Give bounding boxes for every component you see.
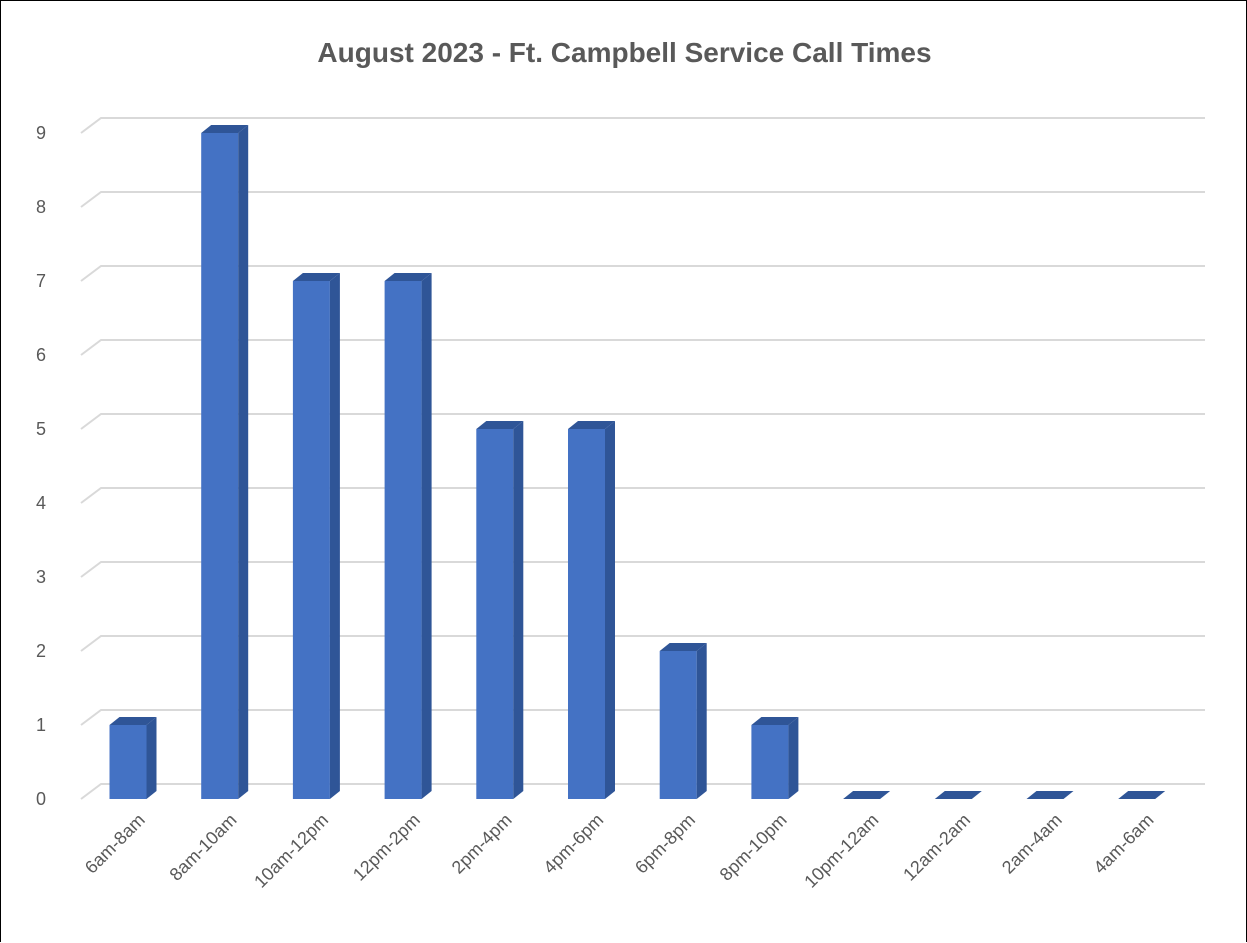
y-tick-label: 9: [36, 123, 46, 143]
bar-side: [146, 717, 157, 799]
x-tick-label: 10am-12pm: [250, 810, 332, 892]
y-tick-label: 0: [36, 789, 46, 809]
x-tick-label: 8am-10am: [166, 810, 241, 885]
x-tick-label: 6am-8am: [81, 810, 149, 878]
bar-top: [568, 421, 615, 429]
bar: [384, 273, 432, 799]
bar-top: [1026, 791, 1074, 799]
x-tick-label: 2am-4am: [998, 810, 1066, 878]
bar-top: [384, 273, 432, 281]
bar-top: [109, 717, 157, 725]
bar-front: [201, 133, 239, 799]
bar-side: [421, 273, 432, 799]
x-tick-label: 10pm-12am: [800, 810, 882, 892]
bar: [476, 421, 524, 799]
bar: [934, 791, 982, 799]
x-tick-label: 6pm-8pm: [631, 810, 699, 878]
bar-top: [934, 791, 982, 799]
bar: [843, 791, 891, 799]
y-tick-label: 5: [36, 419, 46, 439]
y-tick-label: 3: [36, 567, 46, 587]
gridline: [80, 117, 1205, 134]
bars: [109, 125, 1166, 799]
gridline: [80, 709, 1205, 726]
y-tick-label: 1: [36, 715, 46, 735]
x-tick-label: 8pm-10pm: [716, 810, 791, 885]
bar-front: [384, 281, 422, 799]
x-axis-ticks: 6am-8am 8am-10am 10am-12pm 12pm-2pm 2pm-4pm 4…: [81, 810, 1158, 892]
bar: [659, 643, 707, 799]
gridline: [80, 339, 1205, 356]
bar: [568, 421, 615, 799]
bar: [751, 717, 799, 799]
bar-front: [751, 725, 789, 799]
bar: [292, 273, 340, 799]
bar: [201, 125, 249, 799]
x-tick-label: 12am-2am: [899, 810, 974, 885]
bar-side: [513, 421, 524, 799]
bar-side: [696, 643, 707, 799]
y-tick-label: 6: [36, 345, 46, 365]
bar-top: [476, 421, 524, 429]
gridlines: [80, 117, 1205, 800]
bar-side: [238, 125, 249, 799]
gridline: [80, 561, 1205, 578]
x-tick-label: 4pm-6pm: [539, 810, 607, 878]
x-tick-label: 4am-6am: [1090, 810, 1158, 878]
gridline: [80, 487, 1205, 504]
bar-top: [843, 791, 891, 799]
y-tick-label: 8: [36, 197, 46, 217]
bar-front: [292, 281, 330, 799]
bar-side: [329, 273, 340, 799]
bar-top: [292, 273, 340, 281]
bar-top: [201, 125, 249, 133]
bar-top: [751, 717, 799, 725]
y-tick-label: 4: [36, 493, 46, 513]
x-tick-label: 12pm-2pm: [349, 810, 424, 885]
bar-top: [1118, 791, 1166, 799]
bar-side: [788, 717, 799, 799]
bar: [1026, 791, 1074, 799]
bar-front: [476, 429, 514, 799]
bar-front: [568, 429, 605, 799]
bar-side: [605, 421, 615, 799]
chart-title: August 2023 - Ft. Campbell Service Call …: [317, 37, 932, 68]
gridline: [80, 265, 1205, 282]
gridline: [80, 191, 1205, 208]
bar: [1118, 791, 1166, 799]
gridline: [80, 413, 1205, 430]
bar-front: [659, 651, 697, 799]
bar-front: [109, 725, 147, 799]
gridline: [80, 635, 1205, 652]
bar-top: [659, 643, 707, 651]
gridline: [80, 783, 1205, 800]
bar: [109, 717, 157, 799]
y-axis-ticks: 0 1 2 3 4 5 6 7 8 9: [36, 123, 46, 809]
y-tick-label: 2: [36, 641, 46, 661]
y-tick-label: 7: [36, 271, 46, 291]
x-tick-label: 2pm-4pm: [448, 810, 516, 878]
